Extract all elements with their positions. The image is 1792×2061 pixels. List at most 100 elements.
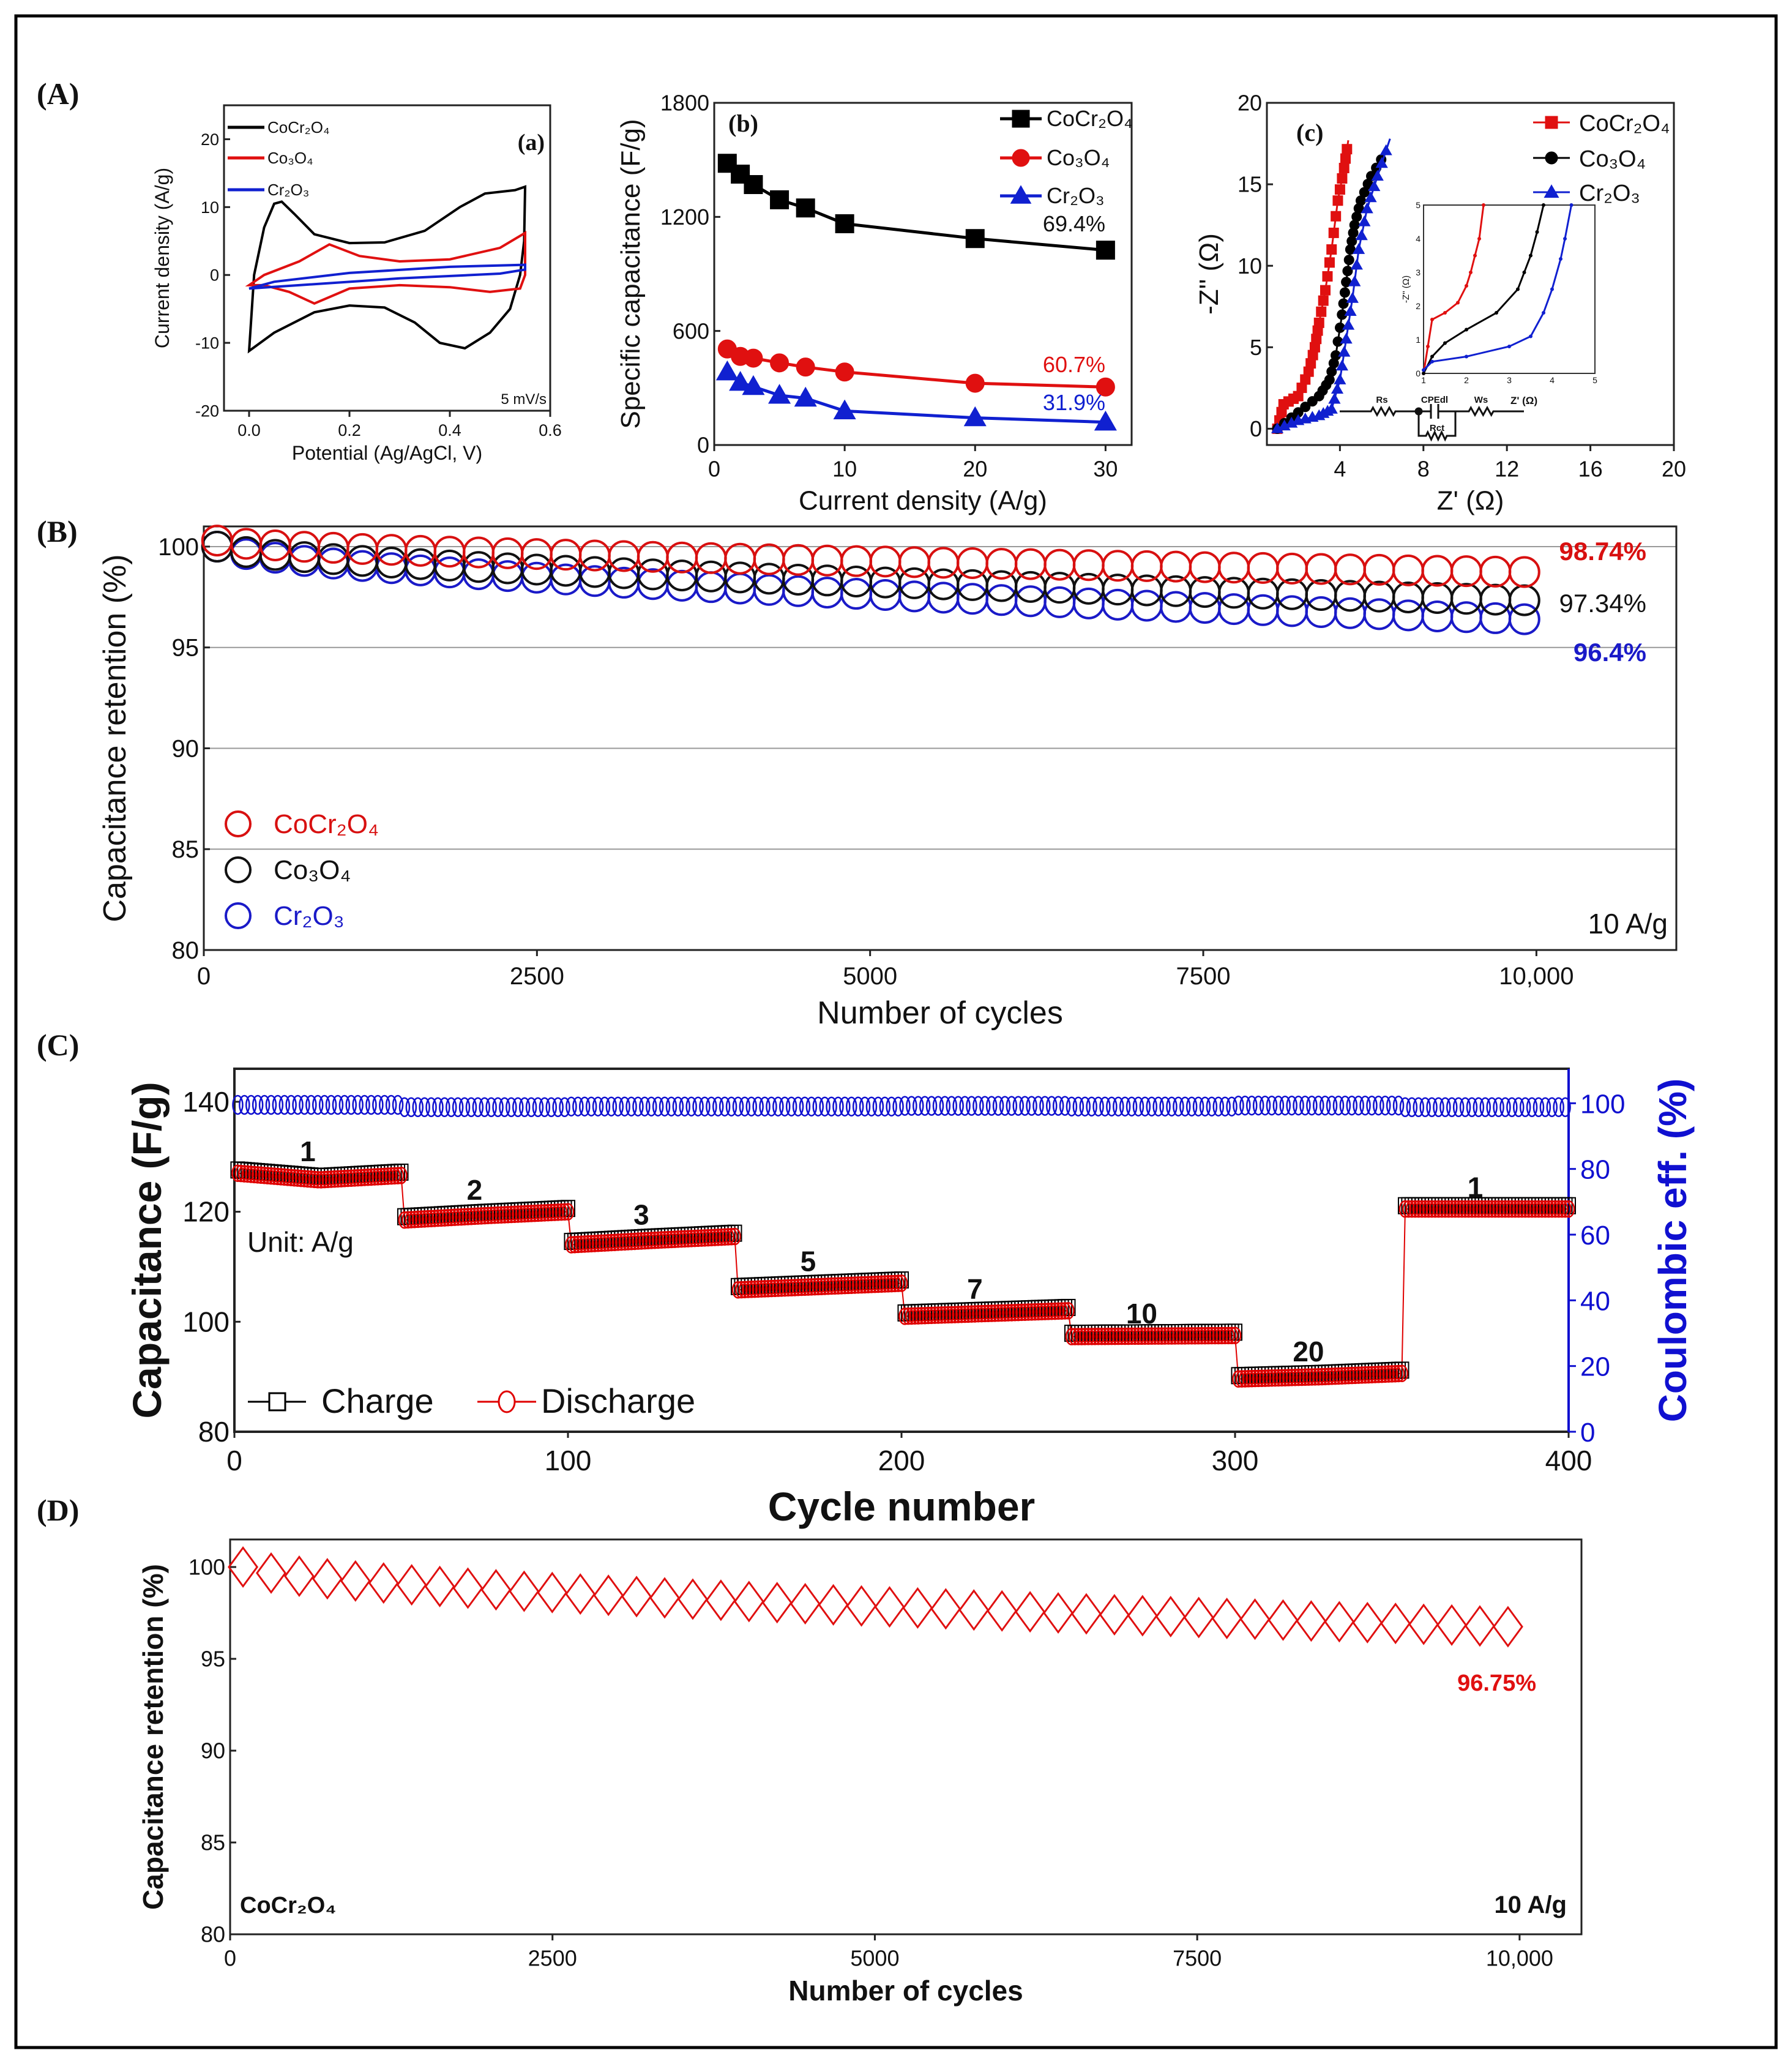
discharge-point <box>1295 1368 1309 1386</box>
discharge-point <box>1495 1200 1509 1218</box>
square-marker <box>1324 257 1335 268</box>
square-marker <box>744 175 763 195</box>
coulombic-point <box>1526 1097 1538 1118</box>
coulombic-point <box>932 1096 944 1116</box>
x-tick-label: 0 <box>224 1945 236 1970</box>
coulombic-point <box>752 1096 764 1117</box>
coulombic-point <box>239 1094 250 1115</box>
discharge-point <box>491 1206 504 1224</box>
discharge-point <box>778 1279 791 1297</box>
circle-marker <box>1332 336 1343 347</box>
diamond-marker <box>1352 1601 1383 1644</box>
discharge-point <box>731 1281 745 1299</box>
y-tick-label: 95 <box>201 1647 225 1672</box>
coulombic-point <box>1473 1097 1485 1118</box>
inset-point <box>1473 253 1477 258</box>
coulombic-point <box>372 1094 384 1115</box>
discharge-point <box>1228 1326 1242 1345</box>
discharge-point <box>354 1169 368 1187</box>
discharge-point <box>818 1277 831 1295</box>
inset-point <box>1430 359 1434 364</box>
discharge-point <box>835 1277 848 1295</box>
discharge-point <box>1398 1200 1412 1218</box>
discharge-point <box>755 1280 768 1298</box>
diamond-marker <box>902 1587 933 1629</box>
discharge-point <box>848 1276 861 1294</box>
discharge-point <box>1242 1370 1255 1388</box>
coulombic-point <box>285 1094 297 1115</box>
y-tick-label: 95 <box>172 635 200 662</box>
coulombic-point <box>1546 1097 1558 1118</box>
coulombic-point <box>1019 1096 1031 1116</box>
coulombic-point <box>1493 1097 1504 1118</box>
discharge-point <box>1215 1326 1228 1345</box>
x-axis-title: Cycle number <box>768 1484 1035 1529</box>
coulombic-point <box>619 1096 630 1117</box>
final-retention-label: 96.4% <box>1574 638 1646 667</box>
coulombic-point <box>1299 1095 1311 1116</box>
discharge-point <box>1258 1369 1272 1387</box>
legend-label: Cr₂O₃ <box>1579 181 1640 206</box>
discharge-point <box>342 1169 354 1188</box>
x-tick-label: 0 <box>226 1445 242 1476</box>
discharge-point <box>1532 1200 1545 1218</box>
coulombic-point <box>1313 1095 1324 1116</box>
coulombic-point <box>1099 1096 1111 1117</box>
x-tick-label: 10 <box>832 456 857 481</box>
discharge-point <box>1185 1326 1198 1345</box>
coulombic-point <box>1166 1096 1178 1117</box>
discharge-point <box>391 1167 405 1184</box>
discharge-point <box>618 1233 631 1251</box>
discharge-point <box>1536 1200 1548 1218</box>
coulombic-point <box>672 1096 684 1117</box>
discharge-point <box>752 1280 764 1298</box>
legend-label: Cr₂O₃ <box>267 181 309 199</box>
retention-label: 69.4% <box>1043 211 1105 236</box>
y-axis-title: Capacitance (F/g) <box>124 1082 170 1418</box>
discharge-point <box>915 1307 928 1325</box>
coulombic-point <box>1212 1096 1224 1117</box>
coulombic-point <box>1179 1096 1191 1117</box>
coulombic-point <box>446 1097 457 1118</box>
coulombic-point <box>1452 1097 1465 1118</box>
discharge-point <box>1299 1368 1312 1386</box>
coulombic-point <box>432 1097 444 1118</box>
square-marker <box>1320 285 1331 296</box>
y-axis-title: Specific capacitance (F/g) <box>616 119 646 428</box>
discharge-point <box>1072 1328 1085 1345</box>
inset-y-tick-label: 5 <box>1416 200 1421 210</box>
coulombic-point <box>1259 1095 1271 1116</box>
coulombic-point <box>258 1094 271 1115</box>
triangle-marker <box>1344 305 1357 316</box>
coulombic-point <box>1339 1095 1351 1116</box>
discharge-point <box>1542 1200 1555 1218</box>
square-marker <box>1326 244 1337 255</box>
discharge-point <box>395 1167 408 1184</box>
inset-series-line <box>1422 204 1545 374</box>
inset-point <box>1516 287 1520 291</box>
inset-point <box>1443 311 1447 315</box>
circle-marker <box>1341 277 1352 288</box>
discharge-point <box>441 1209 455 1227</box>
discharge-point <box>1025 1303 1038 1321</box>
coulombic-point <box>299 1094 310 1115</box>
discharge-point <box>1198 1326 1212 1345</box>
diamond-marker <box>874 1586 905 1628</box>
circuit-label-ws: Ws <box>1474 395 1488 405</box>
coulombic-point <box>566 1096 577 1117</box>
discharge-point <box>598 1234 611 1252</box>
discharge-point <box>692 1229 704 1247</box>
legend-label: Cr₂O₃ <box>274 901 345 931</box>
discharge-point <box>1292 1368 1305 1386</box>
discharge-point <box>1088 1328 1102 1345</box>
diamond-marker <box>509 1570 540 1612</box>
discharge-point <box>365 1168 378 1186</box>
x-axis-title: Z' (Ω) <box>1437 485 1504 515</box>
discharge-point <box>455 1208 468 1226</box>
discharge-point <box>718 1228 731 1246</box>
discharge-point <box>1048 1302 1061 1320</box>
inset-y-tick-label: 2 <box>1416 301 1421 311</box>
discharge-point <box>1539 1200 1552 1218</box>
circle-marker <box>1324 375 1335 386</box>
y-tick-label: 600 <box>673 318 709 343</box>
